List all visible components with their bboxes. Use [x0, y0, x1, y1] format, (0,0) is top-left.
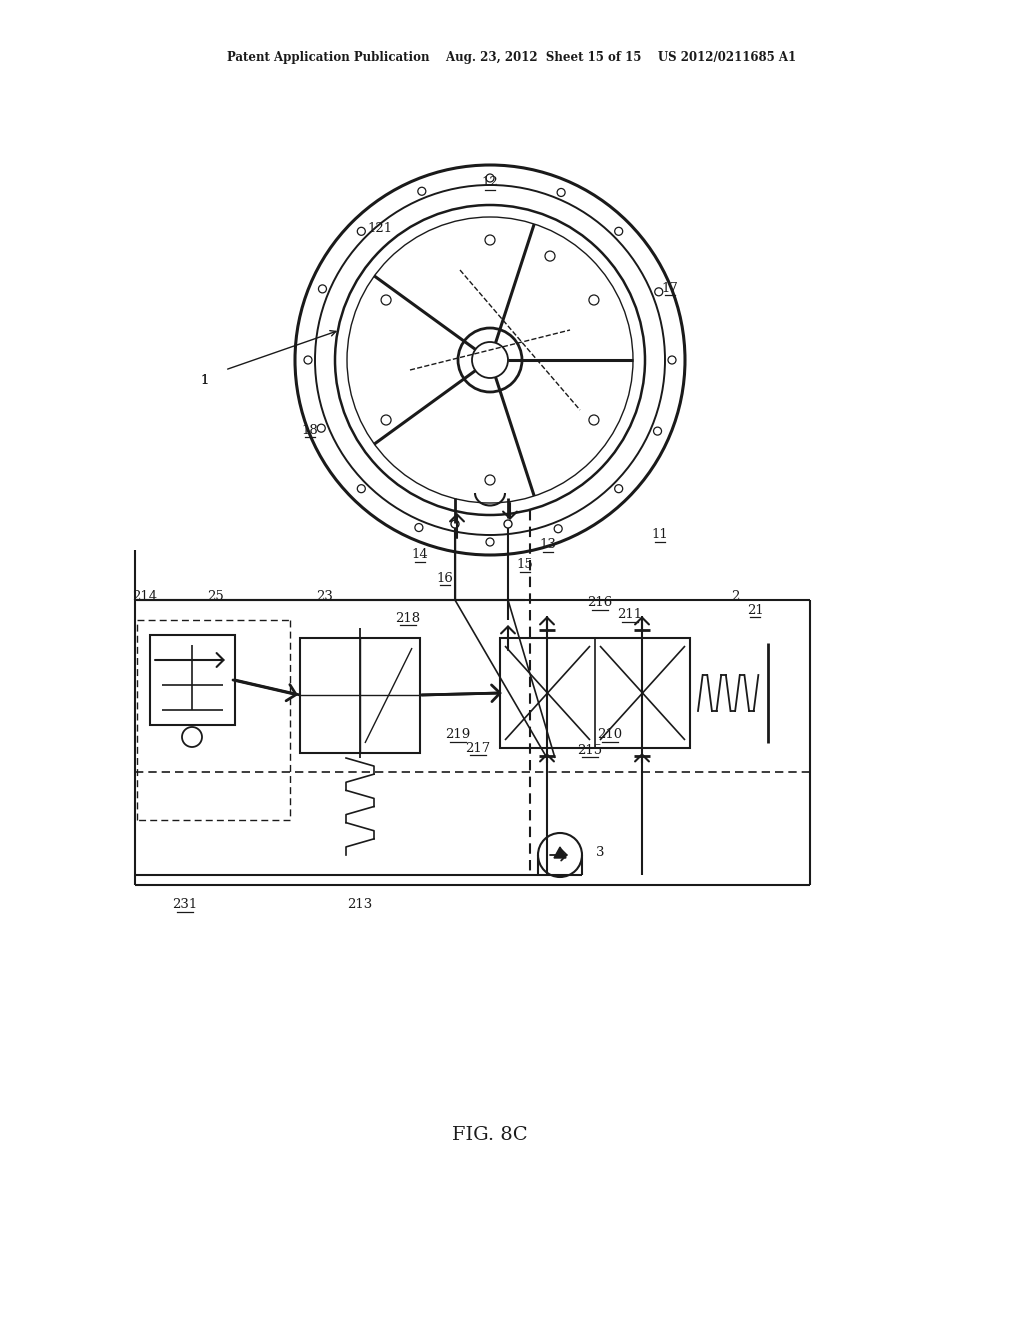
Text: 11: 11: [651, 528, 669, 541]
Text: 13: 13: [540, 539, 556, 552]
Text: 219: 219: [445, 729, 471, 742]
Text: 2: 2: [731, 590, 739, 603]
Text: 211: 211: [617, 609, 643, 622]
Text: 21: 21: [746, 603, 763, 616]
Text: 218: 218: [395, 611, 421, 624]
Circle shape: [451, 520, 459, 528]
Text: 23: 23: [316, 590, 334, 603]
Text: 231: 231: [172, 899, 198, 912]
Text: 213: 213: [347, 899, 373, 912]
Text: 1: 1: [201, 374, 209, 387]
Text: 17: 17: [662, 281, 679, 294]
Bar: [300, 638, 420, 752]
Text: 216: 216: [588, 597, 612, 610]
Text: 215: 215: [578, 743, 602, 756]
Text: 210: 210: [597, 729, 623, 742]
Text: FIG. 8C: FIG. 8C: [453, 1126, 527, 1144]
Polygon shape: [554, 847, 566, 858]
Text: 15: 15: [517, 558, 534, 572]
Text: 16: 16: [436, 572, 454, 585]
Text: 121: 121: [368, 222, 392, 235]
Bar: [150, 635, 234, 725]
Circle shape: [504, 520, 512, 528]
Text: 14: 14: [412, 549, 428, 561]
Text: 217: 217: [465, 742, 490, 755]
Text: 12: 12: [481, 177, 499, 190]
Circle shape: [538, 833, 582, 876]
Text: 1: 1: [201, 374, 209, 387]
Text: 214: 214: [132, 590, 158, 603]
Text: 25: 25: [207, 590, 223, 603]
Bar: [500, 638, 690, 748]
Circle shape: [182, 727, 202, 747]
Text: 18: 18: [302, 424, 318, 437]
Text: 3: 3: [596, 846, 604, 859]
Text: Patent Application Publication    Aug. 23, 2012  Sheet 15 of 15    US 2012/02116: Patent Application Publication Aug. 23, …: [227, 51, 797, 65]
